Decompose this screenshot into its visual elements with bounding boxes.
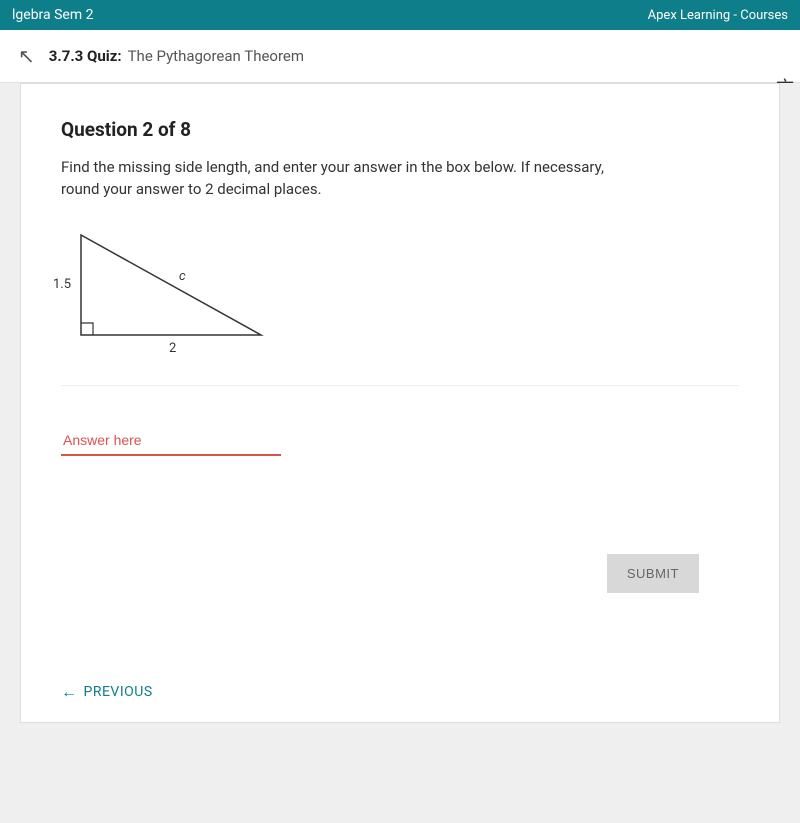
triangle-figure: 1.5 2 c: [61, 225, 281, 355]
triangle-hypotenuse-label: c: [179, 269, 186, 284]
question-heading: Question 2 of 8: [61, 118, 739, 141]
divider: [61, 385, 739, 386]
answer-input[interactable]: [61, 426, 281, 456]
site-label: Apex Learning - Courses: [648, 8, 788, 23]
browser-tab-bar: lgebra Sem 2 Apex Learning - Courses: [0, 0, 800, 30]
triangle-svg: [61, 225, 281, 355]
triangle-leg-a-label: 1.5: [53, 277, 71, 292]
quiz-title: The Pythagorean Theorem: [128, 47, 304, 65]
section-number: 3.7.3 Quiz:: [49, 47, 122, 65]
content-area: Question 2 of 8 Find the missing side le…: [0, 83, 800, 823]
tab-title[interactable]: lgebra Sem 2: [12, 7, 648, 23]
previous-label: PREVIOUS: [84, 684, 153, 700]
question-card: Question 2 of 8 Find the missing side le…: [20, 83, 780, 723]
quiz-header: ↖ 3.7.3 Quiz: The Pythagorean Theorem 文: [0, 30, 800, 83]
question-prompt: Find the missing side length, and enter …: [61, 157, 621, 201]
back-arrow-icon[interactable]: ↖: [18, 44, 35, 68]
previous-button[interactable]: ← PREVIOUS: [61, 682, 153, 702]
submit-button[interactable]: SUBMIT: [607, 554, 699, 593]
arrow-left-icon: ←: [61, 682, 78, 702]
triangle-leg-b-label: 2: [169, 341, 176, 356]
